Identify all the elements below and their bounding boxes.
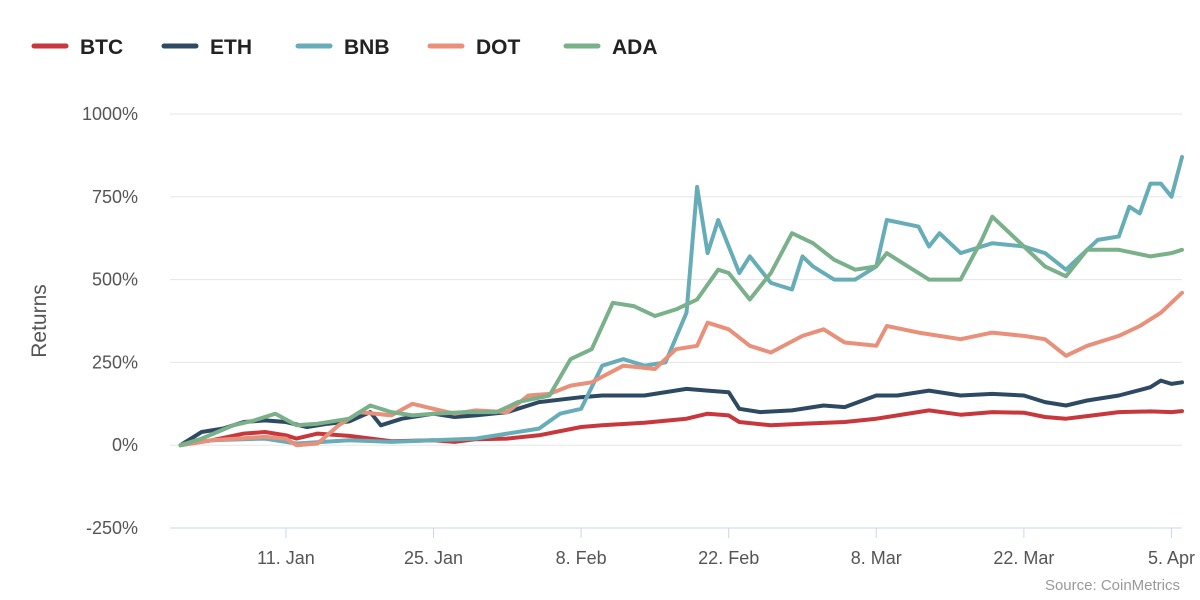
y-tick-label: 0%: [112, 435, 138, 455]
legend-label: DOT: [476, 36, 521, 59]
legend: BTC ETH BNB DOT ADA: [31, 36, 658, 59]
x-tick-label: 11. Jan: [257, 548, 315, 568]
x-tick-label: 22. Mar: [993, 548, 1054, 568]
series-line-ada: [178, 214, 1184, 448]
source-credit: Source: CoinMetrics: [1045, 577, 1180, 594]
series-line-bnb: [178, 155, 1184, 448]
x-tick-label: 25. Jan: [404, 548, 463, 568]
y-axis-title: Returns: [28, 284, 51, 358]
legend-item-ada[interactable]: ADA: [563, 36, 658, 59]
x-tick-label: 8. Mar: [851, 548, 902, 568]
legend-item-dot[interactable]: DOT: [427, 36, 521, 59]
legend-label: ETH: [210, 36, 252, 59]
x-axis-ticks: 11. Jan 25. Jan 8. Feb 22. Feb 8. Mar 22. Mar…: [257, 528, 1195, 568]
legend-label: BNB: [344, 36, 390, 59]
y-tick-label: -250%: [86, 518, 138, 538]
x-tick-label: 22. Feb: [698, 548, 759, 568]
legend-item-bnb[interactable]: BNB: [295, 36, 390, 59]
y-axis-ticks: -250% 0% 250% 500% 750% 1000%: [82, 104, 138, 538]
series-lines: [178, 155, 1184, 448]
x-tick-label: 8. Feb: [556, 548, 607, 568]
legend-label: BTC: [80, 36, 123, 59]
series-line-btc: [178, 408, 1184, 448]
y-tick-label: 1000%: [82, 104, 138, 124]
y-tick-label: 500%: [92, 270, 138, 290]
legend-label: ADA: [612, 36, 658, 59]
legend-item-btc[interactable]: BTC: [31, 36, 123, 59]
x-tick-label: 5. Apr: [1148, 548, 1195, 568]
y-tick-label: 250%: [92, 352, 138, 372]
gridlines: [170, 113, 1182, 446]
legend-item-eth[interactable]: ETH: [161, 36, 252, 59]
y-tick-label: 750%: [92, 187, 138, 207]
